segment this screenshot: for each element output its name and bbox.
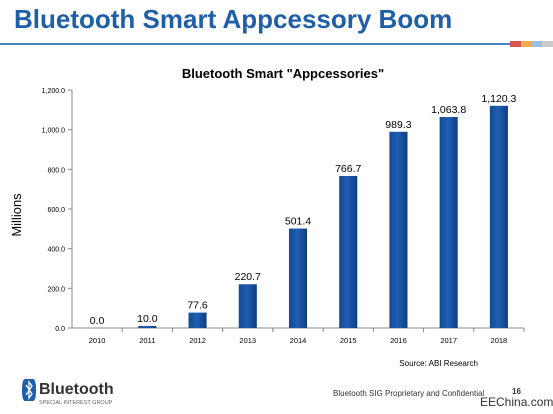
y-tick-label: 800.0 xyxy=(47,167,65,174)
y-tick-label: 400.0 xyxy=(47,247,65,254)
bar xyxy=(288,228,308,328)
x-tick-label: 2017 xyxy=(440,336,457,345)
x-tick-label: 2013 xyxy=(239,336,256,345)
chart-source: Source: ABI Research xyxy=(399,359,478,368)
logo-wordmark: Bluetooth xyxy=(39,381,114,398)
bar xyxy=(188,312,207,328)
bar xyxy=(238,284,257,328)
bar-chart: Bluetooth Smart "Appcessories" Millions … xyxy=(9,66,525,368)
y-tick-label: 0.0 xyxy=(55,326,65,333)
bluetooth-rune-icon xyxy=(22,379,36,401)
page-number: 16 xyxy=(512,387,521,396)
bar xyxy=(389,131,408,328)
x-tick-label: 2014 xyxy=(290,336,307,345)
bar-value-label: 1,120.3 xyxy=(481,93,516,105)
footer-confidential-text: Bluetooth SIG Proprietary and Confidenti… xyxy=(333,389,485,398)
bar-value-label: 220.7 xyxy=(235,271,261,283)
x-tick-label: 2010 xyxy=(89,336,106,345)
corner-color-bar xyxy=(510,41,553,47)
x-tick-label: 2016 xyxy=(390,336,407,345)
bar-value-label: 1,063.8 xyxy=(431,104,466,116)
y-axis-label: Millions xyxy=(9,193,24,237)
y-tick-label: 200.0 xyxy=(47,286,65,293)
bar-value-label: 989.3 xyxy=(385,119,411,131)
bar xyxy=(339,175,358,328)
bar xyxy=(439,117,458,328)
bar-value-label: 10.0 xyxy=(137,313,158,325)
title-rule xyxy=(0,43,553,45)
chart-title: Bluetooth Smart "Appcessories" xyxy=(182,66,384,81)
y-tick-label: 1,200.0 xyxy=(42,88,65,95)
y-tick-label: 600.0 xyxy=(47,207,65,214)
bar-value-label: 501.4 xyxy=(285,216,311,228)
slide-title: Bluetooth Smart Appcessory Boom xyxy=(14,4,453,34)
x-tick-label: 2011 xyxy=(139,336,155,345)
bar xyxy=(138,326,157,328)
x-tick-label: 2012 xyxy=(189,336,206,345)
bluetooth-sig-logo: Bluetooth SPECIAL INTEREST GROUP xyxy=(22,379,114,406)
watermark-text: EEChina.com xyxy=(480,395,553,409)
bar xyxy=(489,105,508,329)
y-tick-label: 1,000.0 xyxy=(42,128,65,135)
x-tick-label: 2018 xyxy=(491,336,508,345)
bar-value-label: 0.0 xyxy=(90,315,105,327)
logo-tagline: SPECIAL INTEREST GROUP xyxy=(39,400,113,406)
bar-value-label: 77.6 xyxy=(187,300,208,312)
bar-value-label: 766.7 xyxy=(335,163,361,175)
x-tick-label: 2015 xyxy=(340,336,357,345)
